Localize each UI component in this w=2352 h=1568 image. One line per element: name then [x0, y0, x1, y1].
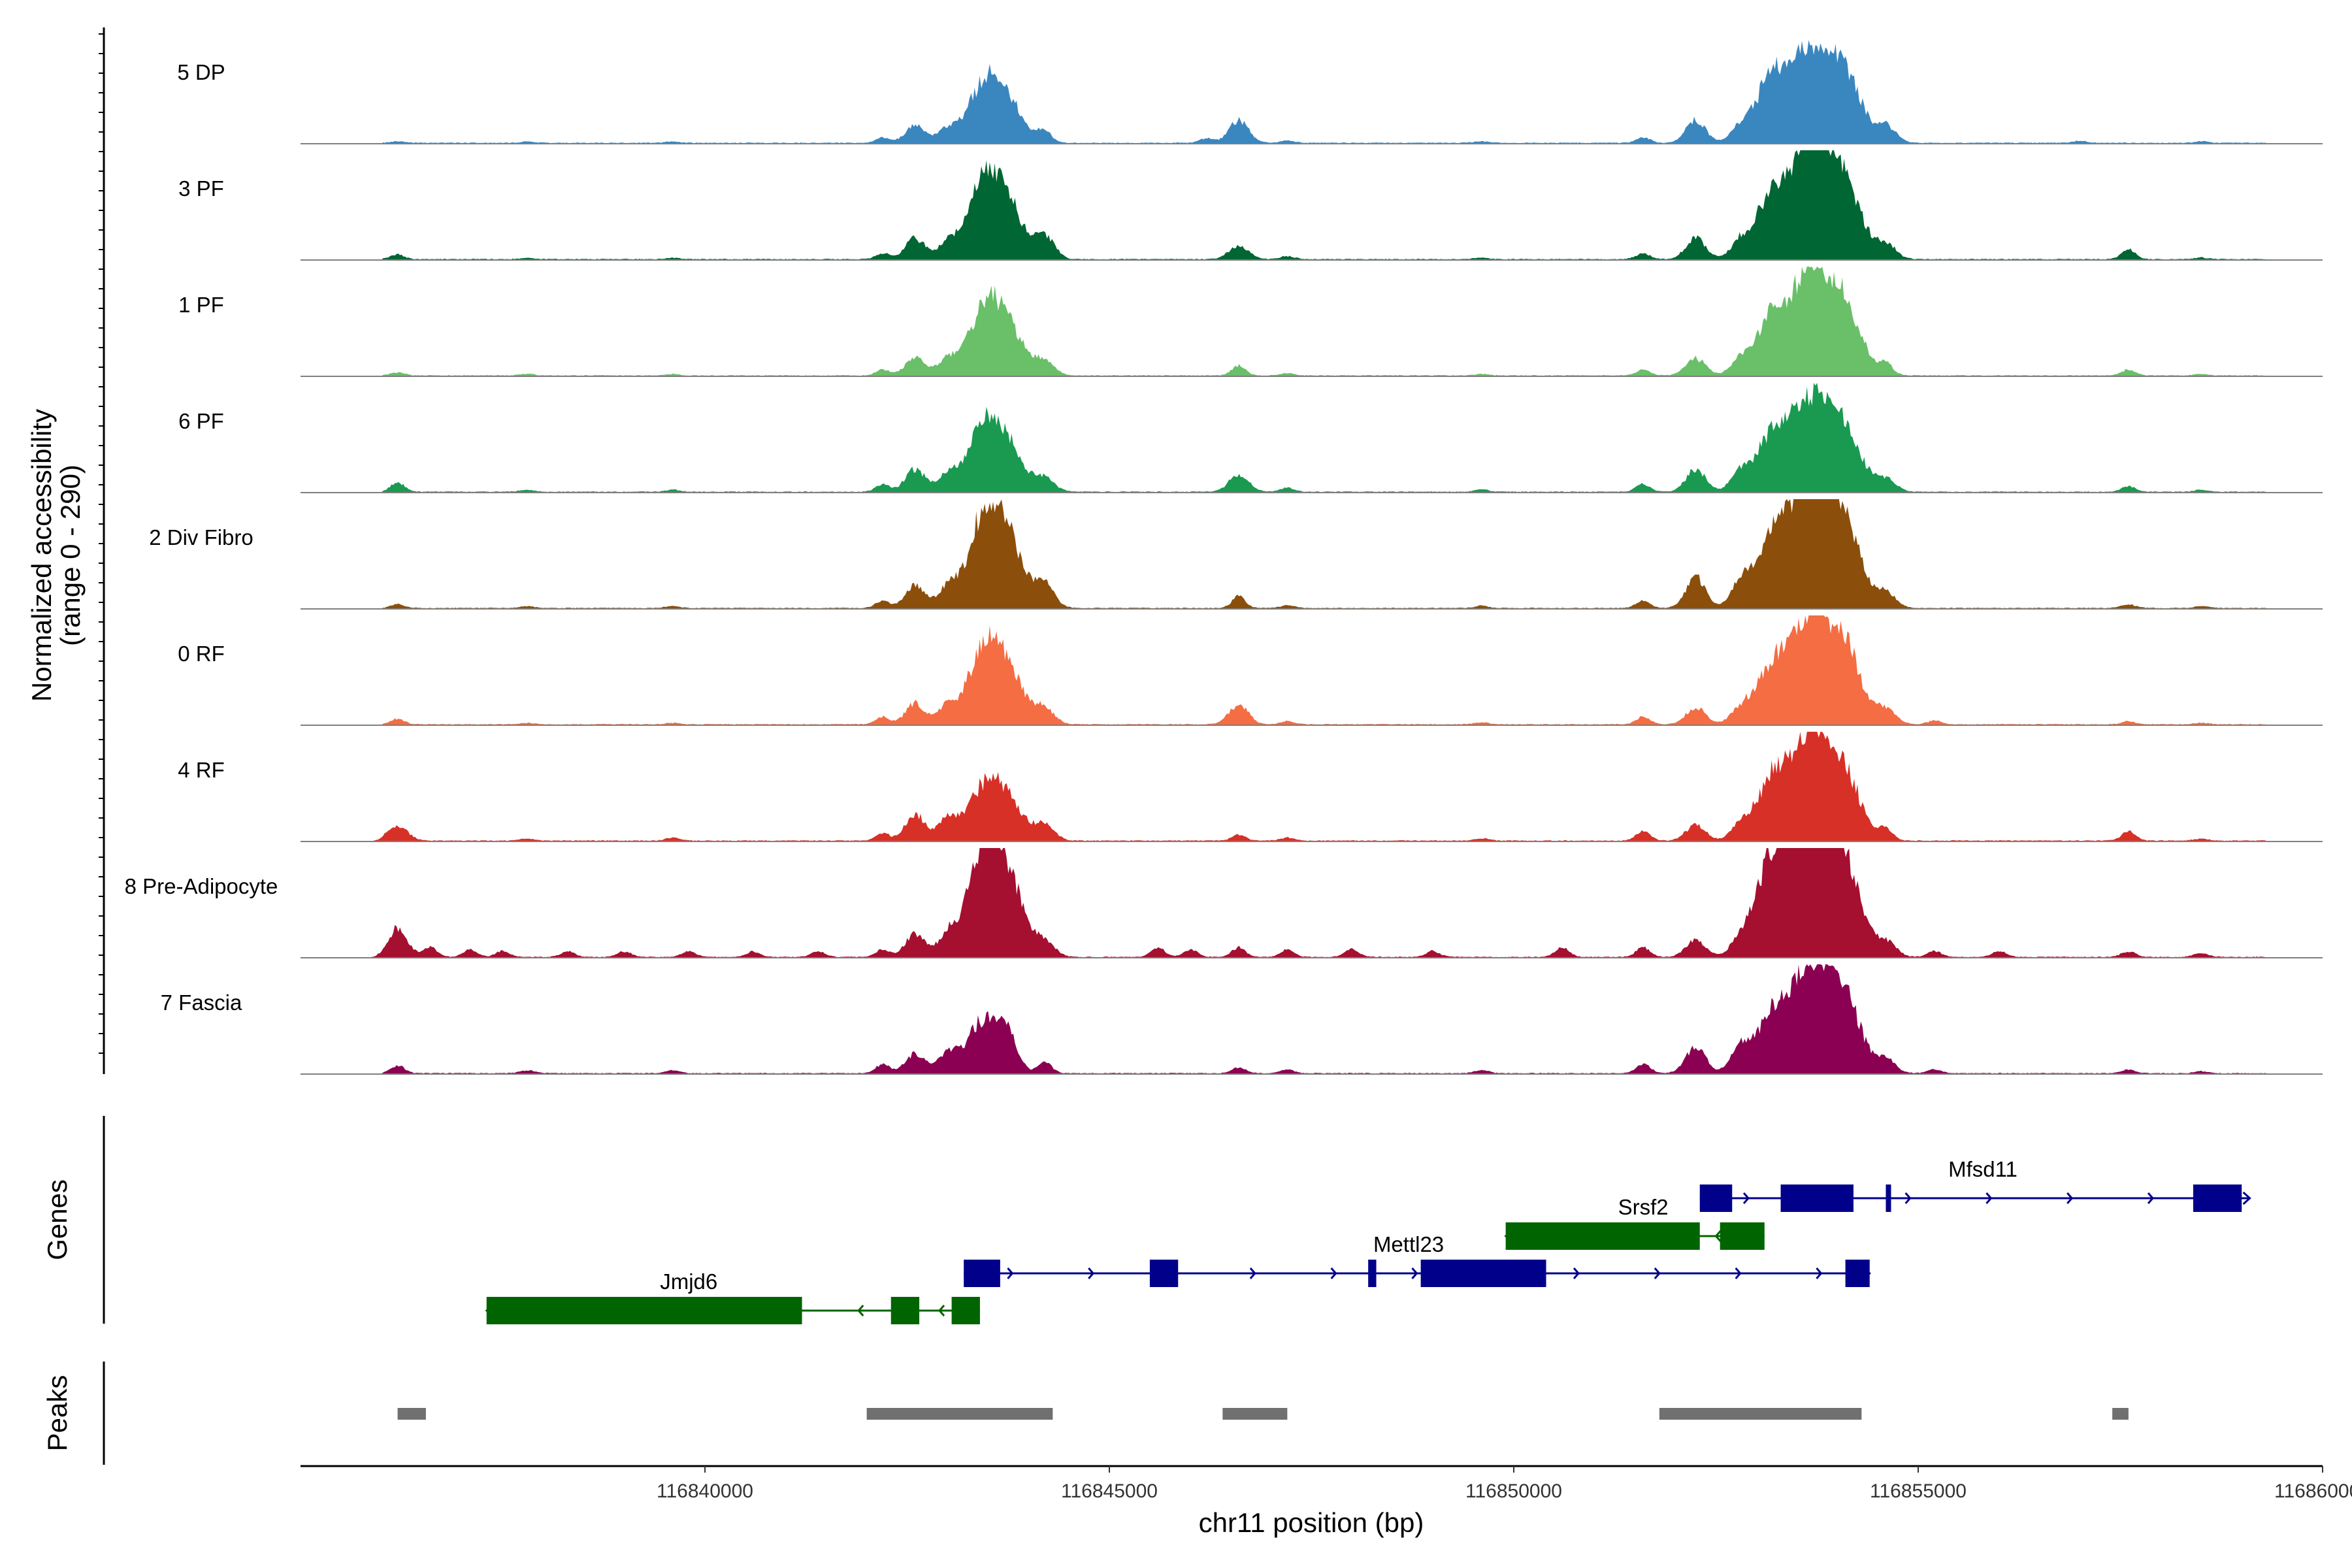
peak-region: [866, 1408, 1053, 1420]
track-label: 2 Div Fibro: [149, 525, 253, 549]
track-7-fascia: 7 Fascia: [161, 964, 2323, 1075]
gene-exon: [1780, 1184, 1854, 1212]
gene-exon: [1886, 1184, 1891, 1212]
coverage-tracks: 5 DP 3 PF 1 PF 6 PF 2 Div Fibro 0 RF 4 RF 8 Pre…: [125, 40, 2323, 1075]
gene-jmjd6: Jmjd6: [485, 1269, 980, 1324]
gene-exon: [1845, 1260, 1870, 1287]
coverage-area: [301, 615, 2323, 725]
gene-srsf2: Srsf2: [1504, 1195, 1765, 1250]
gene-exon: [1149, 1260, 1179, 1287]
peak-region: [397, 1408, 426, 1420]
strand-arrow: [1714, 1230, 1722, 1242]
coverage-area: [301, 964, 2323, 1074]
strand-arrow: [938, 1305, 945, 1316]
track-2-div-fibro: 2 Div Fibro: [149, 499, 2323, 610]
gene-label: Jmjd6: [660, 1269, 717, 1294]
gene-mettl23: Mettl23: [964, 1232, 1871, 1287]
strand-arrow: [1654, 1267, 1661, 1279]
track-label: 0 RF: [178, 642, 225, 666]
y-axis-title-range: (range 0 - 290): [55, 465, 86, 646]
track-label: 6 PF: [178, 409, 224, 433]
strand-arrow: [1249, 1267, 1256, 1279]
gene-exon: [1505, 1222, 1700, 1250]
track-label: 4 RF: [178, 758, 225, 782]
y-axis-title: Normalized accessibility: [26, 409, 57, 702]
peak-region: [1659, 1408, 1862, 1420]
strand-arrow: [2066, 1192, 2074, 1204]
track-0-rf: 0 RF: [178, 615, 2323, 726]
peaks-panel-title: Peaks: [42, 1375, 73, 1452]
strand-arrow: [1904, 1192, 1912, 1204]
x-tick-label: 116855000: [1870, 1480, 1967, 1502]
gene-label: Srsf2: [1618, 1195, 1669, 1219]
gene-exon: [1420, 1260, 1546, 1287]
strand-arrow: [1411, 1267, 1418, 1279]
strand-arrow: [1573, 1267, 1580, 1279]
track-8-pre-adipocyte: 8 Pre-Adipocyte: [125, 848, 2323, 958]
strand-arrow: [857, 1305, 864, 1316]
genes-panel-title: Genes: [42, 1179, 73, 1260]
gene-exon: [951, 1297, 980, 1324]
gene-exon: [890, 1297, 920, 1324]
peak-region: [1222, 1408, 1288, 1420]
x-tick-label: 116860000: [2274, 1480, 2352, 1502]
strand-arrow: [1330, 1267, 1337, 1279]
coverage-area: [301, 150, 2323, 260]
track-label: 3 PF: [178, 176, 224, 201]
gene-exon: [1368, 1260, 1377, 1287]
gene-exon: [1699, 1184, 1733, 1212]
track-1-pf: 1 PF: [178, 267, 2323, 377]
x-axis-title: chr11 position (bp): [1199, 1507, 1424, 1538]
track-4-rf: 4 RF: [178, 732, 2323, 842]
x-ticks: 116840000 116845000 116850000 116855000 1168…: [657, 1466, 2352, 1502]
track-label: 1 PF: [178, 293, 224, 317]
track-3-pf: 3 PF: [178, 150, 2323, 261]
gene-label: Mfsd11: [1948, 1157, 2017, 1181]
coverage-area: [301, 40, 2323, 144]
coverage-area: [301, 383, 2323, 493]
strand-arrow: [1007, 1267, 1014, 1279]
gene-mfsd11: Mfsd11: [1699, 1157, 2251, 1212]
coverage-y-ticks: [99, 33, 104, 1054]
strand-arrow: [1088, 1267, 1095, 1279]
coverage-area: [301, 267, 2323, 376]
peak-region: [2112, 1408, 2129, 1420]
gene-annotations: Mfsd11 Srsf2 Mettl23 Jmjd6: [485, 1157, 2251, 1324]
track-label: 7 Fascia: [161, 990, 242, 1015]
x-tick-label: 116845000: [1061, 1480, 1158, 1502]
track-6-pf: 6 PF: [178, 383, 2323, 493]
strand-arrow: [2147, 1192, 2155, 1204]
track-label: 5 DP: [177, 60, 225, 84]
gene-exon: [1720, 1222, 1765, 1250]
gene-exon: [486, 1297, 802, 1324]
gene-label: Mettl23: [1373, 1232, 1444, 1256]
coverage-area: [301, 848, 2323, 958]
track-label: 8 Pre-Adipocyte: [125, 874, 278, 898]
strand-arrow: [1816, 1267, 1823, 1279]
x-tick-label: 116840000: [657, 1480, 753, 1502]
peak-regions: [397, 1408, 2129, 1420]
strand-arrow: [2242, 1191, 2251, 1205]
gene-exon: [964, 1260, 1000, 1287]
strand-arrow: [1742, 1192, 1750, 1204]
coverage-area: [301, 499, 2323, 609]
x-tick-label: 116850000: [1465, 1480, 1562, 1502]
coverage-area: [301, 732, 2323, 841]
strand-arrow: [1735, 1267, 1742, 1279]
gene-exon: [2193, 1184, 2242, 1212]
strand-arrow: [1985, 1192, 1993, 1204]
track-5-dp: 5 DP: [177, 40, 2323, 144]
